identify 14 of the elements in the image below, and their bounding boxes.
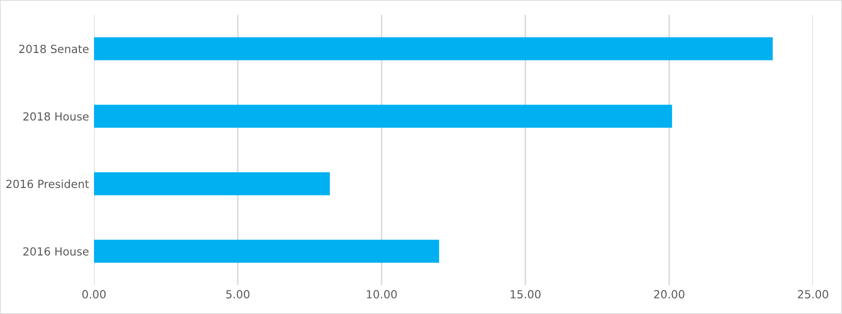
bar bbox=[94, 172, 330, 196]
x-tick-label: 0.00 bbox=[82, 290, 106, 298]
y-tick-label: 2016 House bbox=[23, 247, 89, 256]
y-tick-label: 2016 President bbox=[6, 180, 89, 188]
bar bbox=[94, 37, 773, 60]
x-tick-label: 15.00 bbox=[510, 290, 541, 298]
bar bbox=[94, 240, 440, 263]
x-tick-label: 20.00 bbox=[654, 290, 684, 298]
y-tick-label: 2018 Senate bbox=[19, 44, 89, 54]
x-tick-label: 25.00 bbox=[798, 290, 828, 298]
x-tick-label: 5.00 bbox=[226, 290, 250, 298]
x-tick-label: 10.00 bbox=[366, 290, 397, 298]
bar bbox=[94, 104, 672, 128]
y-tick-label: 2018 House bbox=[23, 112, 89, 121]
